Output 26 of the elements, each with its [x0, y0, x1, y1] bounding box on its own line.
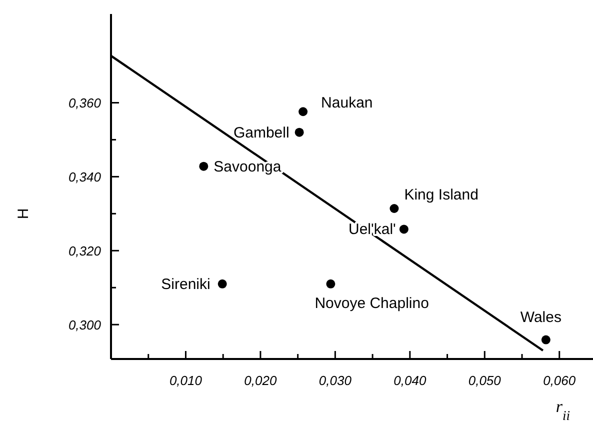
point — [326, 279, 336, 288]
point — [390, 204, 399, 213]
annotation: Sireniki — [161, 276, 210, 293]
point — [199, 162, 208, 171]
point — [218, 279, 227, 288]
x-tick-label: 0,020 — [244, 373, 278, 388]
annotation: Gambell — [233, 124, 290, 142]
x-axis-title: r$_{ii}$ — [556, 397, 570, 422]
point — [298, 107, 308, 116]
y-tick-label: 0,300 — [68, 318, 102, 333]
x-tick-label: 0,030 — [318, 373, 352, 388]
annotation: Wales — [520, 308, 562, 326]
x-tick-label: 0,060 — [543, 373, 576, 388]
y-axis-title: H — [15, 208, 32, 220]
y-tick-label: 0,320 — [68, 244, 102, 259]
point — [541, 335, 550, 344]
point — [294, 128, 304, 137]
x-tick-label: 0,010 — [169, 373, 203, 388]
annotation: Novoye Chaplino — [314, 294, 429, 312]
point — [399, 224, 408, 234]
x-tick-label: 0,050 — [468, 373, 502, 388]
y-tick-label: 0,360 — [68, 96, 102, 111]
annotation: King Island — [404, 186, 478, 204]
y-tick-label: 0,340 — [68, 170, 102, 185]
annotation: Naukan — [321, 94, 373, 112]
x-tick-label: 0,040 — [394, 373, 427, 388]
